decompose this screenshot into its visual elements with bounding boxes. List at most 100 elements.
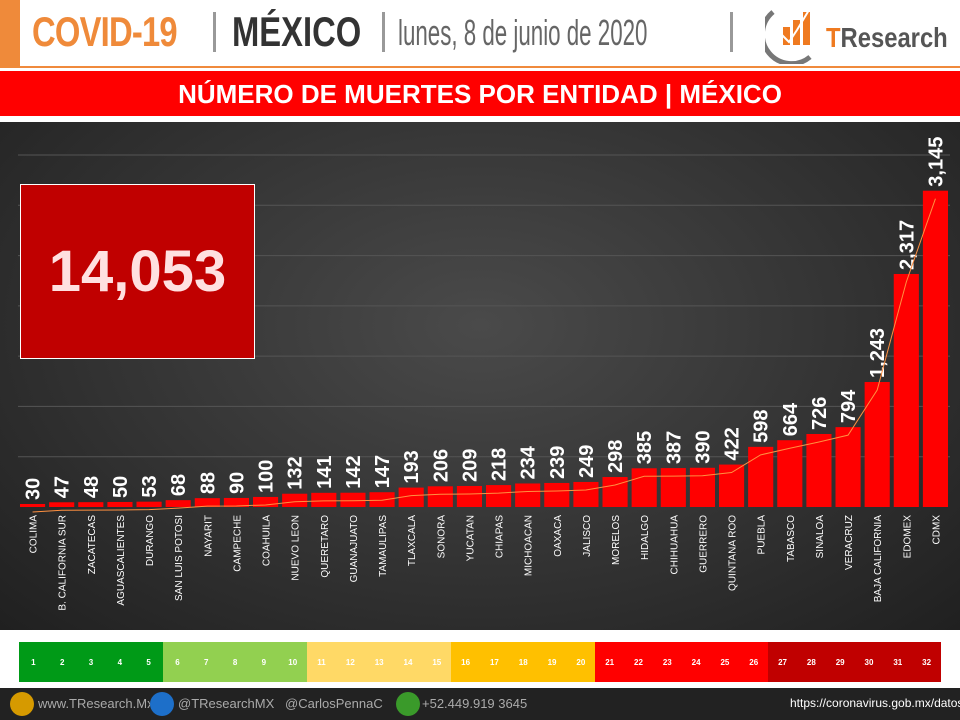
legend-cell: 28 bbox=[796, 642, 826, 682]
bar bbox=[282, 493, 308, 507]
legend-cell: 18 bbox=[508, 642, 538, 682]
bar bbox=[689, 467, 715, 507]
value-label: 664 bbox=[780, 402, 802, 436]
value-label: 50 bbox=[110, 476, 132, 498]
legend-cell: 15 bbox=[422, 642, 452, 682]
bar bbox=[631, 468, 657, 507]
legend-cell: 23 bbox=[652, 642, 682, 682]
twitter-handle-2[interactable]: @CarlosPennaC bbox=[285, 696, 383, 711]
legend-cell: 27 bbox=[768, 642, 797, 682]
legend-cell: 12 bbox=[335, 642, 365, 682]
source-link[interactable]: https://coronavirus.gob.mx/datos/ bbox=[790, 696, 960, 710]
value-label: 3,145 bbox=[925, 137, 947, 187]
bar bbox=[602, 477, 628, 507]
legend-cell: 9 bbox=[249, 642, 279, 682]
category-label: QUERETARO bbox=[320, 515, 331, 578]
globe-icon bbox=[10, 692, 34, 716]
legend-cell: 2 bbox=[47, 642, 77, 682]
category-label: TLAXCALA bbox=[407, 515, 418, 566]
bar bbox=[165, 500, 191, 507]
value-label: 422 bbox=[722, 427, 744, 460]
category-label: BAJA CALIFORNIA bbox=[873, 515, 884, 603]
legend-cell: 13 bbox=[364, 642, 394, 682]
bar bbox=[573, 481, 599, 507]
value-label: 390 bbox=[692, 430, 714, 463]
whatsapp-icon bbox=[396, 692, 420, 716]
bar bbox=[806, 433, 832, 507]
value-label: 88 bbox=[197, 472, 219, 494]
value-label: 53 bbox=[139, 475, 161, 497]
legend-cell: 4 bbox=[105, 642, 135, 682]
rank-legend: 1 2 3 4 5 6 7 8 9 10 11 12 13 14 15 16 17 18 19 20 21 22 23 24 2… bbox=[19, 642, 941, 682]
legend-cell: 31 bbox=[883, 642, 913, 682]
legend-cell: 7 bbox=[191, 642, 221, 682]
bar bbox=[544, 482, 570, 507]
bar bbox=[427, 486, 453, 507]
value-label: 249 bbox=[576, 445, 598, 478]
value-label: 387 bbox=[663, 431, 685, 464]
category-label: DURANGO bbox=[145, 515, 156, 566]
divider bbox=[382, 12, 385, 52]
category-label: PUEBLA bbox=[757, 515, 768, 555]
divider bbox=[730, 12, 733, 52]
legend-cell: 22 bbox=[624, 642, 653, 682]
bar bbox=[194, 498, 220, 507]
legend-cell: 10 bbox=[278, 642, 308, 682]
bar bbox=[660, 468, 686, 507]
category-label: CDMX bbox=[931, 515, 942, 545]
bar bbox=[340, 492, 366, 507]
bar bbox=[253, 496, 279, 507]
value-label: 100 bbox=[256, 460, 278, 493]
banner bbox=[0, 71, 960, 116]
category-label: CAMPECHE bbox=[232, 515, 243, 572]
legend-cell: 25 bbox=[710, 642, 740, 682]
category-label: TAMAULIPAS bbox=[378, 515, 389, 577]
legend-cell: 26 bbox=[739, 642, 769, 682]
bar bbox=[835, 427, 861, 507]
category-label: GUANAJUATO bbox=[349, 515, 360, 583]
legend-cell: 1 bbox=[19, 642, 48, 682]
category-label: CHIAPAS bbox=[495, 515, 506, 558]
footer: www.TResearch.Mx @TResearchMX @CarlosPen… bbox=[0, 688, 960, 720]
value-label: 218 bbox=[489, 448, 511, 481]
bar bbox=[922, 190, 948, 507]
legend-cell: 8 bbox=[220, 642, 250, 682]
value-label: 30 bbox=[23, 478, 45, 500]
value-label: 68 bbox=[168, 474, 190, 496]
website-link[interactable]: www.TResearch.Mx bbox=[38, 696, 154, 711]
title-covid: COVID-19 bbox=[32, 8, 178, 55]
category-label: COAHUILA bbox=[262, 515, 273, 566]
value-label: 193 bbox=[401, 450, 423, 483]
category-label: GUERRERO bbox=[698, 515, 709, 573]
category-label: OAXACA bbox=[553, 515, 564, 557]
bar bbox=[311, 492, 337, 507]
category-label: CHIHUAHUA bbox=[669, 515, 680, 575]
bar bbox=[107, 501, 133, 507]
bar bbox=[719, 464, 745, 507]
bar bbox=[398, 487, 424, 507]
category-label: VERACRUZ bbox=[844, 515, 855, 570]
twitter-handle[interactable]: @TResearchMX bbox=[178, 696, 275, 711]
value-label: 794 bbox=[838, 389, 860, 423]
bar bbox=[136, 501, 162, 507]
bar bbox=[49, 502, 75, 507]
value-label: 385 bbox=[634, 431, 656, 464]
category-label: MORELOS bbox=[611, 515, 622, 565]
legend-cell: 16 bbox=[451, 642, 480, 682]
tresearch-logo-icon bbox=[765, 9, 812, 64]
legend-cell: 21 bbox=[595, 642, 625, 682]
value-label: 147 bbox=[372, 455, 394, 488]
header: COVID-19 MÉXICO lunes, 8 de junio de 202… bbox=[0, 0, 960, 68]
bar bbox=[369, 492, 395, 507]
phone-number: +52.449.919 3645 bbox=[422, 696, 528, 711]
bar bbox=[20, 503, 46, 507]
bar bbox=[486, 485, 512, 507]
category-label: HIDALGO bbox=[640, 515, 651, 560]
bar bbox=[515, 483, 541, 507]
category-label: NAYARIT bbox=[203, 515, 214, 557]
value-label: 47 bbox=[52, 476, 74, 498]
category-label: COLIMA bbox=[29, 515, 40, 554]
bar bbox=[78, 502, 104, 507]
legend-cell: 14 bbox=[393, 642, 423, 682]
logo-text: TResearch bbox=[826, 22, 948, 53]
